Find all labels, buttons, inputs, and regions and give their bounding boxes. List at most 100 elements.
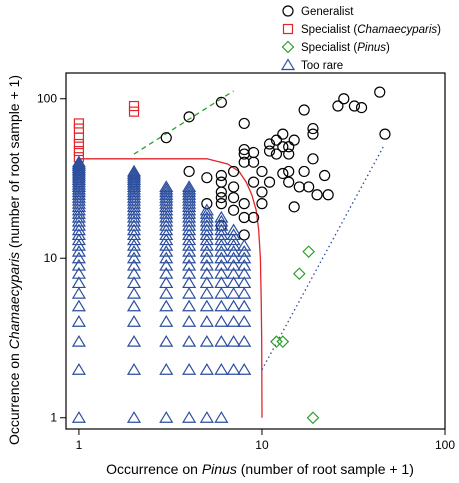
too-rare-point — [199, 258, 214, 271]
too-rare-point — [182, 203, 197, 216]
too-rare-point — [199, 207, 214, 219]
too-rare-point — [126, 244, 142, 257]
solid-reference-line — [78, 158, 263, 418]
generalist-point — [277, 128, 289, 140]
too-rare-point — [226, 315, 241, 327]
too-rare-point — [214, 411, 229, 423]
generalist-point — [215, 198, 227, 210]
too-rare-point — [159, 180, 174, 193]
specialist-pinus-point — [306, 411, 320, 425]
too-rare-point — [199, 334, 214, 347]
generalist-point — [228, 191, 240, 204]
too-rare-point — [71, 207, 86, 219]
too-rare-point — [71, 196, 86, 209]
too-rare-point — [159, 219, 174, 231]
too-rare-point — [159, 210, 174, 223]
generalist-point — [283, 148, 295, 160]
too-rare-point — [159, 363, 174, 375]
generalist-point — [277, 141, 289, 153]
generalist-point — [228, 181, 240, 193]
too-rare-point — [159, 203, 174, 216]
generalist-point — [247, 176, 260, 188]
too-rare-point — [159, 299, 174, 312]
too-rare-point — [226, 334, 241, 347]
too-rare-point — [182, 334, 197, 347]
generalist-point — [247, 211, 260, 224]
too-rare-point — [237, 238, 252, 251]
too-rare-point — [71, 171, 86, 183]
too-rare-point — [237, 276, 252, 289]
too-rare-point — [71, 173, 86, 185]
generalist-point — [238, 229, 250, 241]
too-rare-point — [126, 171, 142, 183]
too-rare-point — [159, 315, 174, 327]
too-rare-point — [237, 267, 252, 279]
too-rare-point — [126, 286, 142, 299]
too-rare-point — [71, 157, 86, 170]
too-rare-point — [182, 214, 197, 227]
generalist-point — [307, 153, 319, 165]
too-rare-point — [126, 173, 142, 185]
generalist-point — [256, 186, 268, 198]
legend-marker-circle — [282, 5, 294, 17]
too-rare-point — [182, 180, 197, 193]
too-rare-point — [126, 200, 142, 212]
y-tick-label: 100 — [37, 92, 57, 106]
specialist-chamaecyparis-point — [73, 123, 85, 134]
too-rare-point — [226, 276, 241, 289]
too-rare-point — [214, 258, 229, 271]
too-rare-point — [199, 299, 214, 312]
too-rare-point — [199, 251, 214, 264]
too-rare-point — [126, 276, 142, 289]
generalist-point — [319, 169, 331, 182]
generalist-point — [228, 165, 240, 178]
specialist-chamaecyparis-point — [128, 100, 140, 112]
generalist-point — [270, 134, 283, 146]
too-rare-point — [182, 219, 197, 231]
specialist-chamaecyparis-point — [73, 132, 85, 143]
legend-label: Too rare — [301, 60, 343, 72]
too-rare-point — [126, 164, 142, 177]
too-rare-point — [226, 244, 241, 257]
too-rare-point — [237, 315, 252, 327]
too-rare-point — [71, 286, 86, 299]
too-rare-point — [71, 267, 86, 279]
too-rare-point — [182, 258, 197, 271]
too-rare-point — [214, 299, 229, 312]
too-rare-point — [226, 251, 241, 264]
too-rare-point — [214, 286, 229, 299]
generalist-point — [298, 104, 310, 116]
too-rare-point — [71, 411, 86, 423]
too-rare-point — [226, 286, 241, 299]
specialist-chamaecyparis-point — [73, 145, 85, 157]
legend-marker-triangle — [280, 58, 296, 71]
specialist-chamaecyparis-point — [128, 106, 140, 117]
too-rare-point — [126, 258, 142, 271]
dashed-reference-line — [133, 90, 234, 155]
too-rare-point — [182, 267, 197, 279]
too-rare-point — [126, 267, 142, 279]
specialist-chamaecyparis-point — [73, 118, 85, 129]
too-rare-point — [159, 267, 174, 279]
too-rare-point — [126, 219, 142, 231]
too-rare-point — [71, 193, 86, 206]
too-rare-point — [199, 363, 214, 375]
too-rare-point — [182, 196, 197, 209]
too-rare-point — [71, 258, 86, 271]
too-rare-point — [126, 411, 142, 423]
too-rare-point — [126, 193, 142, 206]
too-rare-point — [214, 276, 229, 289]
too-rare-point — [214, 251, 229, 264]
too-rare-point — [71, 168, 86, 181]
legend-marker-diamond — [281, 40, 295, 54]
too-rare-point — [159, 193, 174, 206]
generalist-point — [215, 186, 227, 198]
too-rare-point — [199, 210, 214, 223]
generalist-point — [338, 93, 350, 105]
generalist-point — [293, 181, 305, 193]
legend: Generalist Specialist (Chamaecyparis) Spec… — [280, 5, 441, 72]
too-rare-point — [237, 363, 252, 375]
too-rare-point — [159, 286, 174, 299]
generalist-point — [201, 172, 213, 184]
